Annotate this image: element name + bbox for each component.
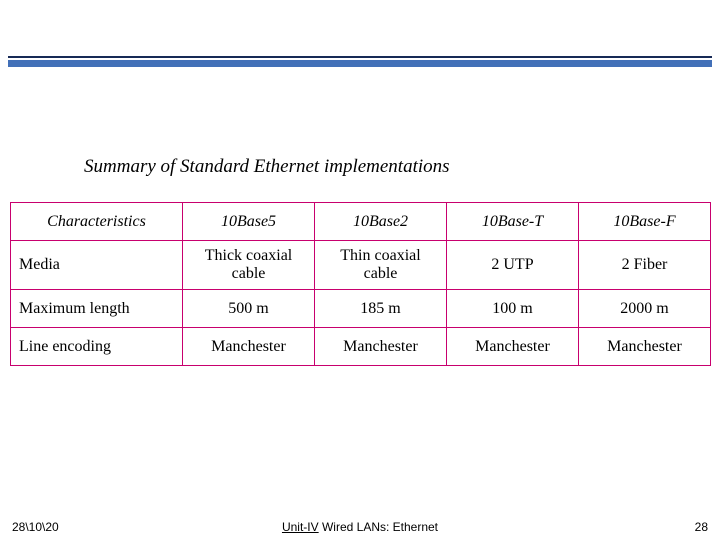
table-cell: Line encoding bbox=[11, 328, 183, 366]
table-cell: Manchester bbox=[183, 328, 315, 366]
table-cell: Thick coaxial cable bbox=[183, 241, 315, 290]
slide-page: Summary of Standard Ethernet implementat… bbox=[0, 0, 720, 540]
table-cell: 500 m bbox=[183, 290, 315, 328]
table-cell: 185 m bbox=[315, 290, 447, 328]
table-cell: Media bbox=[11, 241, 183, 290]
page-title: Summary of Standard Ethernet implementat… bbox=[84, 156, 450, 178]
table-header: Characteristics bbox=[11, 203, 183, 241]
table-cell: 2 UTP bbox=[447, 241, 579, 290]
ethernet-table-wrap: Characteristics 10Base5 10Base2 10Base-T… bbox=[10, 202, 710, 366]
ethernet-table: Characteristics 10Base5 10Base2 10Base-T… bbox=[10, 202, 711, 366]
footer-page-number: 28 bbox=[695, 520, 708, 534]
footer-title: Unit-IV Wired LANs: Ethernet bbox=[0, 520, 720, 534]
table-header: 10Base2 bbox=[315, 203, 447, 241]
table-row: Line encoding Manchester Manchester Manc… bbox=[11, 328, 711, 366]
table-cell: 2 Fiber bbox=[579, 241, 711, 290]
footer-title-rest: Wired LANs: Ethernet bbox=[319, 520, 438, 534]
table-cell: Manchester bbox=[447, 328, 579, 366]
top-rule-thin bbox=[8, 56, 712, 58]
table-header-row: Characteristics 10Base5 10Base2 10Base-T… bbox=[11, 203, 711, 241]
top-rule-thick bbox=[8, 60, 712, 67]
table-cell: 2000 m bbox=[579, 290, 711, 328]
table-cell: Thin coaxial cable bbox=[315, 241, 447, 290]
table-row: Maximum length 500 m 185 m 100 m 2000 m bbox=[11, 290, 711, 328]
footer-title-underlined: Unit-IV bbox=[282, 520, 319, 534]
table-header: 10Base-F bbox=[579, 203, 711, 241]
table-cell: Manchester bbox=[579, 328, 711, 366]
table-cell: Maximum length bbox=[11, 290, 183, 328]
table-row: Media Thick coaxial cable Thin coaxial c… bbox=[11, 241, 711, 290]
table-cell: Manchester bbox=[315, 328, 447, 366]
table-header: 10Base5 bbox=[183, 203, 315, 241]
slide-footer: 28\10\20 Unit-IV Wired LANs: Ethernet 28 bbox=[0, 516, 720, 540]
table-cell: 100 m bbox=[447, 290, 579, 328]
table-header: 10Base-T bbox=[447, 203, 579, 241]
